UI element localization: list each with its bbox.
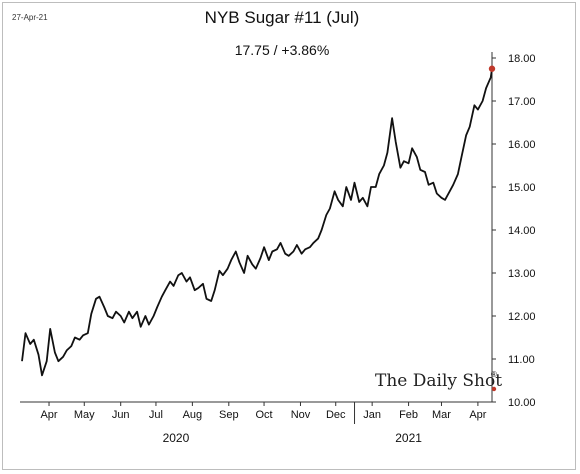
series-group — [21, 65, 497, 392]
x-tick-label: Jul — [149, 409, 163, 421]
axes — [20, 52, 493, 424]
year-label: 2020 — [163, 431, 190, 445]
x-tick-label: May — [74, 409, 95, 421]
y-tick-label: 16.00 — [508, 139, 536, 151]
x-tick-label: Apr — [40, 409, 57, 421]
y-tick-label: 14.00 — [508, 225, 536, 237]
y-tick-label: 18.00 — [508, 53, 536, 65]
y-tick-label: 10.00 — [508, 397, 536, 409]
year-labels: 2020 2021 — [163, 431, 423, 445]
chart-frame — [2, 2, 576, 470]
chart-title: NYB Sugar #11 (Jul) — [205, 8, 360, 27]
y-tick-label: 11.00 — [508, 354, 535, 366]
y-tick-label: 17.00 — [508, 96, 536, 108]
year-label: 2021 — [395, 431, 422, 445]
x-tick-label: Dec — [326, 409, 346, 421]
x-tick-label: Nov — [291, 409, 311, 421]
x-tick-label: Oct — [255, 409, 272, 421]
x-tick-label: Apr — [469, 409, 486, 421]
watermark-dot — [491, 386, 497, 392]
y-tick-label: 13.00 — [508, 268, 536, 280]
watermark: The Daily Shot ® — [375, 370, 502, 391]
header-date: 27-Apr-21 — [12, 13, 48, 22]
series-line — [21, 68, 493, 377]
y-tick-label: 12.00 — [508, 311, 536, 323]
x-tick-label: Jan — [363, 409, 381, 421]
y-axis-ticks: 10.00 11.00 12.00 13.00 14.00 15.00 16.00 17.00… — [492, 53, 536, 409]
x-tick-label: Aug — [183, 409, 203, 421]
x-tick-label: Jun — [112, 409, 130, 421]
last-point-marker — [488, 65, 496, 72]
watermark-mark: ® — [491, 370, 497, 379]
x-tick-label: Feb — [399, 409, 418, 421]
y-tick-label: 15.00 — [508, 182, 536, 194]
x-tick-label: Sep — [219, 409, 239, 421]
x-axis-ticks: Apr May Jun Jul Aug Sep Oct Nov Dec Jan Feb Mar Apr — [40, 402, 487, 421]
x-tick-label: Mar — [432, 409, 451, 421]
watermark-text: The Daily Shot — [375, 371, 502, 391]
chart-subtitle: 17.75 / +3.86% — [235, 42, 330, 58]
